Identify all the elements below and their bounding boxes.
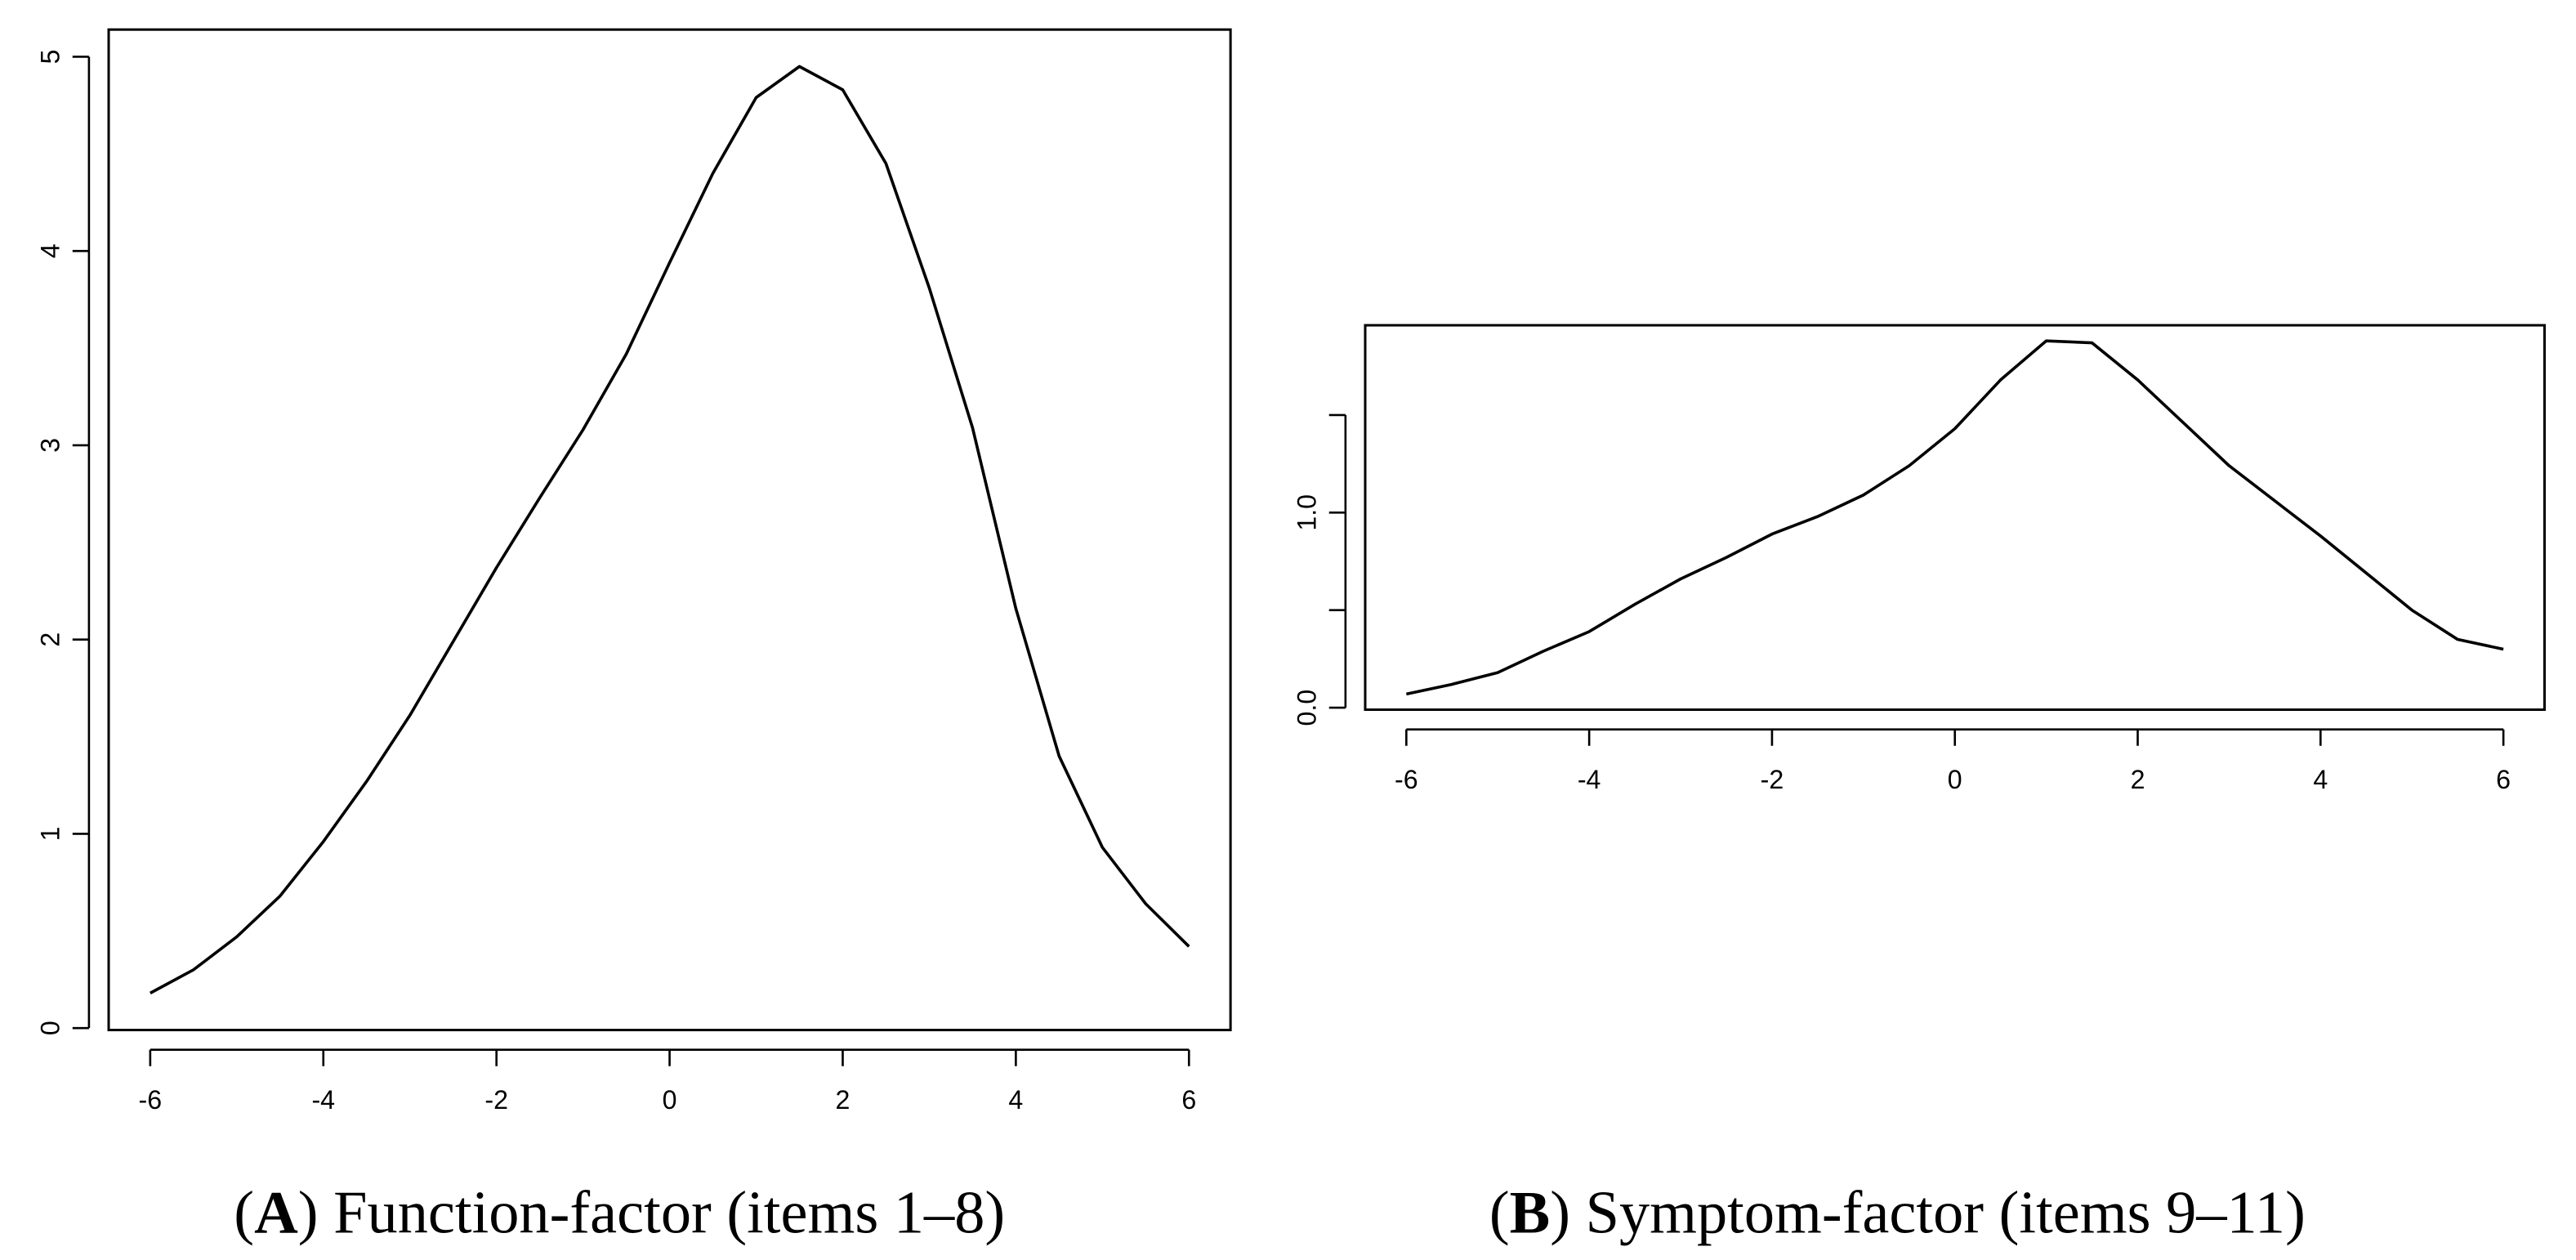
x-tick-label: 2 [836, 1085, 850, 1115]
y-tick-label: 5 [36, 50, 65, 65]
x-tick-label: 6 [2496, 765, 2511, 794]
y-tick-label: 1.0 [1292, 494, 1322, 531]
y-tick-label: 2 [36, 632, 65, 647]
caption-part: ) Function-factor (items 1–8) [298, 1180, 1005, 1247]
x-tick-label: -4 [1578, 765, 1601, 794]
x-tick-label: -4 [311, 1085, 335, 1115]
x-tick-label: 4 [1008, 1085, 1023, 1115]
y-tick-label: 3 [36, 438, 65, 453]
caption-part: A [254, 1180, 298, 1247]
caption-part: B [1510, 1180, 1551, 1247]
x-tick-label: 0 [1948, 765, 1962, 794]
y-tick-label: 1 [36, 826, 65, 841]
x-tick-label: -6 [1395, 765, 1418, 794]
caption-part: ( [234, 1180, 254, 1247]
plot-frame [1364, 324, 2546, 712]
plot-frame [107, 28, 1232, 1032]
y-tick-label: 0 [36, 1021, 65, 1035]
x-tick-label: 2 [2131, 765, 2145, 794]
data-line [1405, 339, 2504, 696]
data-line [150, 65, 1190, 994]
caption-part: ) Symptom-factor (items 9–11) [1550, 1180, 2306, 1247]
x-tick-label: -6 [139, 1085, 163, 1115]
x-tick-label: -2 [484, 1085, 508, 1115]
x-tick-label: 0 [663, 1085, 677, 1115]
caption: (B) Symptom-factor (items 9–11) [1489, 1180, 2306, 1247]
y-tick-label: 4 [36, 244, 65, 258]
caption: (A) Function-factor (items 1–8) [234, 1180, 1005, 1247]
caption-part: ( [1489, 1180, 1510, 1247]
x-tick-label: 4 [2313, 765, 2328, 794]
y-tick-label: 0.0 [1292, 690, 1322, 726]
x-tick-label: -2 [1761, 765, 1784, 794]
x-tick-label: 6 [1181, 1085, 1196, 1115]
